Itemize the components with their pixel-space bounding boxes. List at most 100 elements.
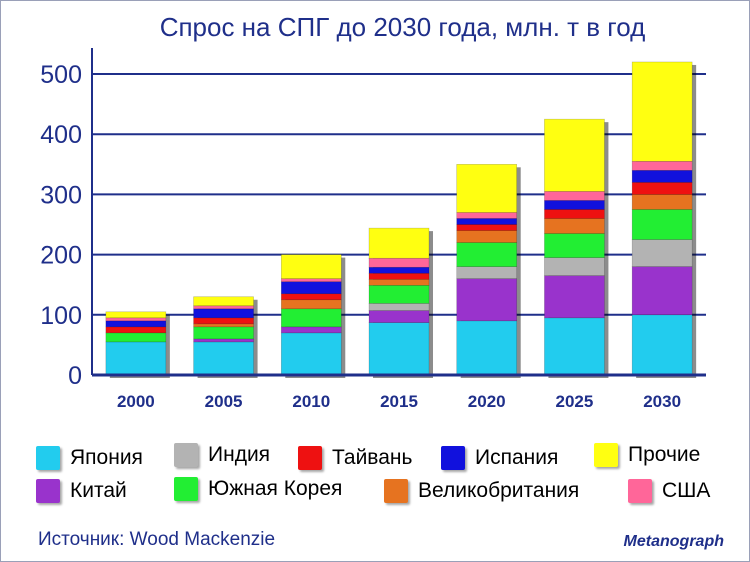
bar-segment <box>456 212 518 219</box>
bar-segment <box>280 254 342 279</box>
bar-segment <box>631 239 693 267</box>
bar-segment <box>544 218 605 234</box>
bar-segment <box>368 266 430 274</box>
bar-segment <box>193 296 254 307</box>
stacked-bar-chart: 0 100 200 300 400 500 2000 2005 2010 2015 2020 2025… <box>40 48 706 411</box>
bar-segment <box>456 224 518 231</box>
source-note: Источник: Wood Mackenzie <box>38 529 276 550</box>
legend-item-india: Индия <box>174 443 270 467</box>
y-tick-label: 0 <box>68 362 82 390</box>
bar-stack-2000 <box>105 311 170 378</box>
x-tick-label: 2030 <box>643 392 681 411</box>
bar-segment <box>193 323 254 328</box>
legend-label: США <box>662 479 711 502</box>
bar-segment <box>280 293 342 301</box>
bar-segment <box>456 278 518 322</box>
bar-segment <box>456 218 518 225</box>
bar-segment <box>280 299 342 310</box>
legend-label: Южная Корея <box>208 477 343 500</box>
bar-segment <box>280 332 342 376</box>
bar-segment <box>368 303 430 311</box>
bar-segment <box>544 118 605 192</box>
bar-segment <box>544 200 605 210</box>
bar-segment <box>368 278 430 286</box>
bar-segment <box>368 257 430 268</box>
bar-segment <box>105 311 167 319</box>
bar-segment <box>368 227 430 259</box>
legend-swatch <box>594 443 618 467</box>
bar-segment <box>368 310 430 323</box>
bar-segment <box>631 209 693 240</box>
bar-segment <box>544 317 605 376</box>
bar-segment <box>368 285 430 304</box>
legend-label: Прочие <box>628 443 701 466</box>
legend-swatch <box>174 443 198 467</box>
legend-item-usa: США <box>628 479 710 503</box>
y-tick-label: 300 <box>40 181 82 209</box>
legend-item-japan: Япония <box>36 446 143 470</box>
bar-segment <box>631 160 693 171</box>
legend-item-south-korea: Южная Корея <box>174 477 342 501</box>
bar-segment <box>193 341 254 376</box>
x-tick-label: 2005 <box>205 392 243 411</box>
bar-segment <box>193 308 254 319</box>
chart-title: Спрос на СПГ до 2030 года, млн. т в год <box>159 12 646 42</box>
bar-segment <box>105 317 167 322</box>
legend-label: Индия <box>208 443 271 466</box>
bar-segment <box>456 266 518 279</box>
axes: 0 100 200 300 400 500 2000 2005 2010 2015 2020 2025… <box>40 48 706 411</box>
y-tick-label: 500 <box>40 61 82 89</box>
bar-segment <box>280 308 342 328</box>
bar-segment <box>544 209 605 219</box>
bar-segment <box>631 182 693 195</box>
bar-stack-2030 <box>631 61 697 379</box>
legend-swatch <box>298 446 322 470</box>
bar-segment <box>456 242 518 267</box>
legend-label: Тайвань <box>332 446 413 469</box>
bar-segment <box>280 281 342 295</box>
bar-segment <box>456 164 518 213</box>
x-tick-label: 2000 <box>117 392 155 411</box>
legend-label: Япония <box>70 446 143 469</box>
y-tick-label: 100 <box>40 302 82 330</box>
bars <box>105 61 697 379</box>
legend-item-uk: Великобритания <box>384 479 579 503</box>
legend-label: Китай <box>70 479 127 502</box>
legend-item-other: Прочие <box>594 443 700 467</box>
y-tick-label: 200 <box>40 242 82 270</box>
bar-segment <box>280 326 342 334</box>
bar-segment <box>456 230 518 243</box>
bar-segment <box>631 61 693 162</box>
bar-stack-2005 <box>193 296 258 378</box>
bar-segment <box>631 170 693 183</box>
legend-label: Великобритания <box>418 479 580 502</box>
bar-segment <box>544 233 605 258</box>
legend-item-taiwan: Тайвань <box>298 446 412 470</box>
bar-segment <box>368 322 430 376</box>
bar-segment <box>631 194 693 210</box>
bar-segment <box>631 314 693 376</box>
bar-segment <box>193 317 254 325</box>
legend-swatch <box>174 477 198 501</box>
bar-segment <box>193 326 254 340</box>
bar-segment <box>544 257 605 276</box>
bar-stack-2010 <box>280 254 346 378</box>
x-tick-label: 2025 <box>556 392 594 411</box>
bar-segment <box>368 272 430 280</box>
bar-segment <box>456 320 518 376</box>
x-tick-label: 2010 <box>292 392 330 411</box>
bar-segment <box>105 341 167 376</box>
bar-stack-2015 <box>368 227 433 378</box>
bar-segment <box>280 278 342 282</box>
bar-segment <box>193 338 254 343</box>
legend-item-spain: Испания <box>441 446 558 470</box>
legend-swatch <box>628 479 652 503</box>
brand-label: Metanograph <box>623 533 724 550</box>
bar-segment <box>105 326 167 334</box>
y-tick-label: 400 <box>40 121 82 149</box>
bar-segment <box>105 332 167 343</box>
legend-swatch <box>441 446 465 470</box>
legend-swatch <box>36 446 60 470</box>
legend-swatch <box>36 479 60 503</box>
legend-swatch <box>384 479 408 503</box>
